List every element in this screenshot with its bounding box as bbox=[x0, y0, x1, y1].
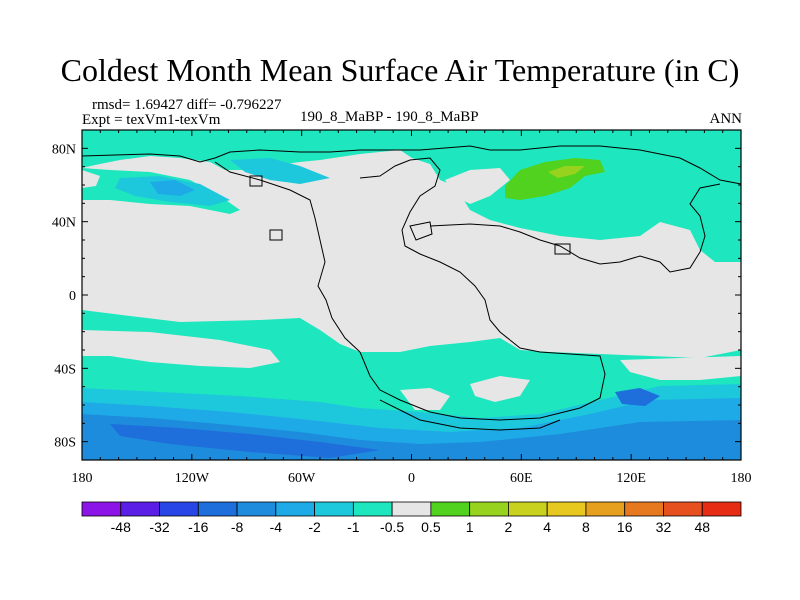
coastline-island-2 bbox=[249, 175, 263, 187]
coastline-north bbox=[81, 145, 742, 185]
colorbar-label: 32 bbox=[656, 519, 672, 535]
colorbar-label: 0.5 bbox=[421, 519, 441, 535]
colorbar-label: -4 bbox=[270, 519, 283, 535]
coastline-antarctic bbox=[379, 399, 561, 431]
colorbar-swatch bbox=[663, 501, 703, 517]
x-tick-label: 180 bbox=[72, 471, 93, 486]
colorbar-label: -2 bbox=[308, 519, 321, 535]
colorbar-label: 48 bbox=[694, 519, 710, 535]
colorbar-swatch bbox=[624, 501, 664, 517]
colorbar-label: -32 bbox=[149, 519, 169, 535]
x-tick-label: 0 bbox=[408, 471, 415, 486]
coastline-laurasia bbox=[214, 161, 361, 353]
field-siberia-olive bbox=[548, 166, 585, 178]
colorbar-swatch bbox=[585, 501, 626, 517]
stats-text: rmsd= 1.69427 diff= -0.796227 bbox=[92, 97, 282, 113]
colorbar-swatch bbox=[275, 501, 315, 517]
colorbar-label: -0.5 bbox=[380, 519, 404, 535]
colorbar-swatch bbox=[197, 501, 238, 517]
coastline-tethys-north bbox=[359, 157, 511, 341]
y-tick-label: 0 bbox=[69, 289, 76, 304]
field-north-gap-2 bbox=[82, 170, 100, 188]
colorbar-label: 16 bbox=[617, 519, 633, 535]
colorbar-label: -48 bbox=[111, 519, 131, 535]
colorbar-swatch bbox=[159, 501, 199, 517]
colorbar-label: -8 bbox=[231, 519, 244, 535]
coastline-gondwana bbox=[359, 339, 606, 421]
field-south-deepblue bbox=[110, 424, 380, 458]
y-tick-label: 80N bbox=[52, 142, 76, 157]
colorbar-swatch bbox=[236, 501, 277, 517]
y-tick-label: 80S bbox=[54, 436, 76, 451]
colorbar-swatch bbox=[120, 501, 160, 517]
colorbar-swatch bbox=[81, 501, 122, 517]
experiment-label: Expt = texVm1-texVm bbox=[82, 112, 221, 128]
y-tick-label: 40N bbox=[52, 216, 76, 231]
x-tick-label: 60E bbox=[510, 471, 533, 486]
chart-title: Coldest Month Mean Surface Air Temperatu… bbox=[60, 52, 740, 88]
coastline-island-4 bbox=[554, 243, 571, 255]
field-south-gap-3 bbox=[470, 376, 530, 402]
colorbar-label: 2 bbox=[505, 519, 513, 535]
field-south-gap-1 bbox=[82, 330, 280, 368]
season-label: ANN bbox=[709, 111, 743, 127]
colorbar-label: 8 bbox=[582, 519, 590, 535]
case-label: 190_8_MaBP - 190_8_MaBP bbox=[300, 109, 479, 125]
coastline-asia-south bbox=[429, 183, 721, 273]
colorbar-swatch bbox=[469, 501, 509, 517]
field-europe-cyan bbox=[230, 158, 330, 184]
field-north-gap-1 bbox=[445, 168, 510, 204]
colorbar-label: 4 bbox=[543, 519, 551, 535]
colorbar-swatch bbox=[391, 501, 432, 517]
field-north-pacific-blue bbox=[150, 180, 195, 196]
map-field bbox=[82, 130, 741, 460]
colorbar-label: 1 bbox=[466, 519, 474, 535]
y-tick-label: 40S bbox=[54, 362, 76, 377]
coastline-island-3 bbox=[409, 221, 433, 241]
x-tick-label: 120E bbox=[616, 471, 646, 486]
field-south-gap-2 bbox=[620, 356, 741, 380]
field-south-deepblue-east bbox=[615, 388, 660, 406]
colorbar-swatch bbox=[546, 501, 587, 517]
colorbar-swatch bbox=[314, 501, 354, 517]
colorbar-label: -16 bbox=[188, 519, 208, 535]
x-tick-label: 120W bbox=[175, 471, 210, 486]
colorbar-label: -1 bbox=[347, 519, 360, 535]
axis-ticks: 180 120W 60W 0 60E 120E 180 80N 40N 0 40S 80S bbox=[52, 130, 752, 486]
colorbar-swatch bbox=[430, 501, 471, 517]
coastline-island-1 bbox=[269, 229, 283, 241]
colorbar: -48 -32 -16 -8 -4 -2 -1 -0.5 0.5 1 2 4 8 16 32 48 bbox=[81, 501, 742, 535]
colorbar-swatch bbox=[701, 501, 742, 517]
x-tick-label: 180 bbox=[731, 471, 752, 486]
colorbar-swatch bbox=[508, 501, 548, 517]
x-tick-label: 60W bbox=[288, 471, 316, 486]
colorbar-swatch bbox=[352, 501, 393, 517]
continent-outlines bbox=[81, 145, 742, 431]
